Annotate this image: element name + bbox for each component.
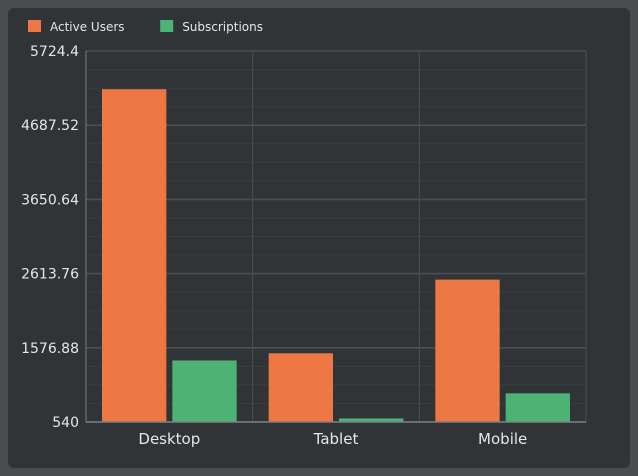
- x-tick-label: Mobile: [478, 430, 527, 448]
- legend-swatch-0: [28, 20, 41, 32]
- bar-tablet-subscriptions[interactable]: [339, 418, 404, 422]
- x-axis-ticks: Desktop Tablet Mobile: [138, 430, 527, 448]
- y-tick-label: 1576.88: [21, 341, 79, 357]
- y-tick-label: 2613.76: [21, 267, 79, 283]
- bar-mobile-active-users[interactable]: [435, 279, 500, 422]
- y-tick-label: 3650.64: [21, 192, 79, 208]
- x-tick-label: Desktop: [138, 430, 200, 448]
- bar-desktop-active-users[interactable]: [102, 89, 167, 422]
- legend-swatch-1: [160, 20, 174, 32]
- y-tick-label: 4687.52: [21, 118, 79, 134]
- bar-mobile-subscriptions[interactable]: [505, 393, 570, 422]
- bar-tablet-active-users[interactable]: [268, 353, 333, 422]
- axes: [85, 51, 586, 423]
- legend-label-0[interactable]: Active Users: [50, 20, 125, 34]
- legend-label-1[interactable]: Subscriptions: [182, 20, 263, 34]
- legend: Active Users Subscriptions: [28, 20, 263, 34]
- bar-desktop-subscriptions[interactable]: [172, 360, 237, 422]
- y-tick-label: 540: [52, 415, 79, 431]
- bars: [102, 89, 570, 422]
- y-axis-ticks: 540 1576.88 2613.76 3650.64 4687.52 5724.4: [21, 44, 79, 431]
- x-tick-label: Tablet: [313, 430, 359, 448]
- y-tick-label: 5724.4: [30, 44, 79, 60]
